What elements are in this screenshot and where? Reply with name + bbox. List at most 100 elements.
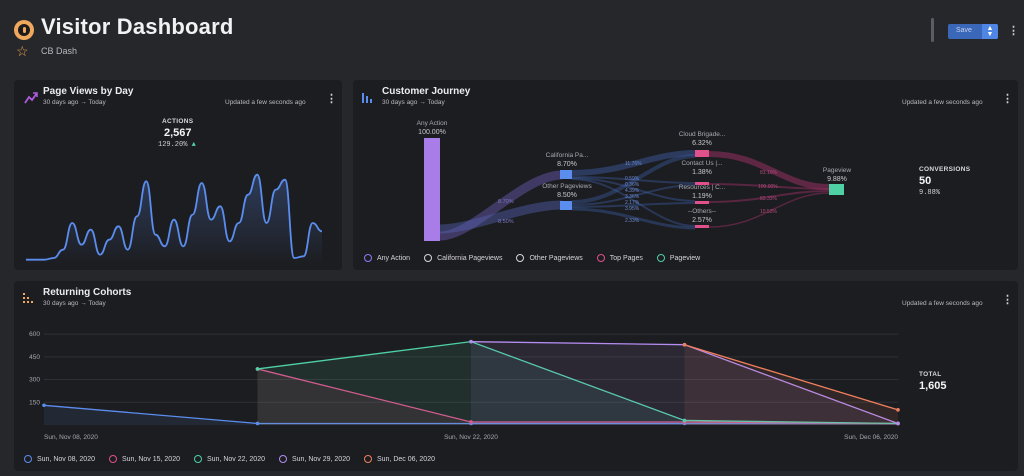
panel-more-icon[interactable]: ⋮ — [1002, 93, 1013, 105]
link-other-resources — [571, 202, 696, 208]
node-cloud — [695, 150, 709, 157]
kpi-label: ACTIONS — [162, 118, 194, 125]
node-pageview — [829, 184, 844, 195]
panel-more-icon[interactable]: ⋮ — [326, 93, 337, 105]
link-label: 3.95% — [625, 206, 640, 212]
date-range[interactable]: 30 days ago → Today — [382, 99, 445, 106]
link-contact-pageview — [708, 183, 830, 190]
legend-item[interactable]: Sun, Dec 06, 2020 — [364, 455, 435, 463]
cohort-line — [684, 344, 899, 411]
node-label: California Pa... — [546, 152, 589, 159]
node-label: Other Pageviews — [542, 183, 592, 190]
panel-title: Returning Cohorts — [43, 287, 132, 298]
y-tick-label: 450 — [29, 354, 40, 361]
legend-item[interactable]: Sun, Nov 22, 2020 — [194, 455, 265, 463]
up-arrow-icon: ▲ — [191, 141, 196, 149]
node-label: Any Action — [417, 120, 448, 127]
link-california-resources — [571, 177, 696, 202]
legend-label: California Pageviews — [437, 254, 503, 262]
link-california-contact — [571, 176, 696, 184]
page-views-line — [26, 173, 323, 261]
page-views-panel: Page Views by Day 30 days ago → Today Up… — [14, 80, 342, 270]
save-label: Save — [956, 27, 972, 34]
app-logo — [14, 20, 34, 40]
node-any-action — [424, 138, 440, 241]
legend-item[interactable]: Pageview — [656, 254, 701, 262]
node-pct: 8.50% — [557, 192, 577, 199]
link-label: 10.53% — [760, 209, 778, 215]
updated-text: Updated a few seconds ago — [225, 99, 306, 106]
legend-label: Sun, Nov 08, 2020 — [37, 455, 95, 463]
link-label: 2.17% — [625, 200, 640, 206]
legend-item[interactable]: California Pageviews — [424, 254, 502, 262]
cohort-area — [257, 341, 898, 425]
node-california — [560, 170, 572, 179]
legend-label: Sun, Nov 15, 2020 — [122, 455, 180, 463]
kpi-value: 1,605 — [919, 380, 947, 392]
legend-marker — [364, 455, 372, 463]
legend-item[interactable]: Any Action — [364, 254, 410, 262]
star-icon[interactable]: ☆ — [16, 43, 29, 59]
cohort-area — [684, 344, 898, 425]
link-label: 8.50% — [498, 219, 514, 225]
node-pct: 6.32% — [692, 140, 712, 147]
legend-item[interactable]: Sun, Nov 08, 2020 — [24, 455, 95, 463]
legend-label: Sun, Nov 29, 2020 — [292, 455, 350, 463]
legend-item[interactable]: Sun, Nov 29, 2020 — [279, 455, 350, 463]
x-tick-label: Sun, Dec 06, 2020 — [844, 434, 898, 441]
save-button[interactable]: Save ▲ ▼ — [948, 24, 998, 39]
node-pct: 1.19% — [692, 193, 712, 200]
legend-label: Pageview — [669, 254, 701, 262]
link-california-others — [571, 178, 696, 227]
link-label: 8.70% — [498, 199, 514, 205]
kpi-label: CONVERSIONS — [919, 166, 971, 173]
cohort-area — [44, 405, 898, 425]
page-views-chart — [26, 173, 323, 265]
panel-more-icon[interactable]: ⋮ — [1002, 294, 1013, 306]
cohort-point — [469, 420, 473, 424]
legend-item[interactable]: Other Pageviews — [516, 254, 583, 262]
legend-marker — [364, 254, 372, 262]
link-label: 0.36% — [625, 182, 640, 188]
node-other — [560, 201, 572, 210]
date-range[interactable]: 30 days ago → Today — [43, 99, 106, 106]
legend-label: Top Pages — [609, 254, 643, 262]
legend-item[interactable]: Top Pages — [596, 254, 643, 262]
link-label: 4.39% — [625, 188, 640, 194]
cohort-point — [42, 403, 46, 408]
cohort-point — [896, 421, 900, 426]
header-more-icon[interactable]: ⋮ — [1008, 25, 1019, 37]
panel-title: Customer Journey — [382, 86, 471, 97]
legend-marker — [109, 455, 117, 463]
link-others-pageview — [708, 192, 830, 228]
node-label: Contact Us |... — [681, 160, 722, 167]
node-pct: 9.88% — [827, 176, 847, 183]
cohort-point — [682, 418, 687, 423]
legend-marker — [24, 455, 32, 463]
cohort-line — [257, 368, 899, 425]
date-range[interactable]: 30 days ago → Today — [43, 300, 106, 307]
dashboard-header: Visitor Dashboard ☆ CB Dash Save ▲ ▼ ⋮ — [0, 0, 1024, 76]
journey-legend: Any Action California Pageviews Other Page… — [364, 254, 700, 262]
trend-icon — [24, 92, 38, 104]
save-dropdown-icon[interactable]: ▲ ▼ — [982, 24, 998, 39]
node-pct: 100.00% — [418, 129, 446, 136]
cohort-point — [682, 342, 687, 347]
y-tick-label: 150 — [29, 399, 40, 406]
link-label: 3.36% — [625, 194, 640, 200]
node-pct: 2.57% — [692, 217, 712, 224]
node-pct: 1.38% — [692, 169, 712, 176]
node-label: Resources | C... — [679, 184, 726, 191]
funnel-bars-icon — [362, 93, 372, 103]
cohorts-legend: Sun, Nov 08, 2020 Sun, Nov 15, 2020 Sun, N… — [24, 455, 435, 463]
legend-item[interactable]: Sun, Nov 15, 2020 — [109, 455, 180, 463]
legend-label: Other Pageviews — [529, 254, 583, 262]
kpi-value: 50 — [919, 175, 932, 187]
link-cloud-pageview — [708, 151, 830, 190]
node-resources — [695, 201, 709, 204]
cohort-area — [257, 368, 898, 425]
kpi-value: 2,567 — [164, 127, 192, 139]
node-others — [695, 225, 709, 228]
node-contact — [695, 182, 709, 185]
legend-marker — [656, 254, 665, 262]
